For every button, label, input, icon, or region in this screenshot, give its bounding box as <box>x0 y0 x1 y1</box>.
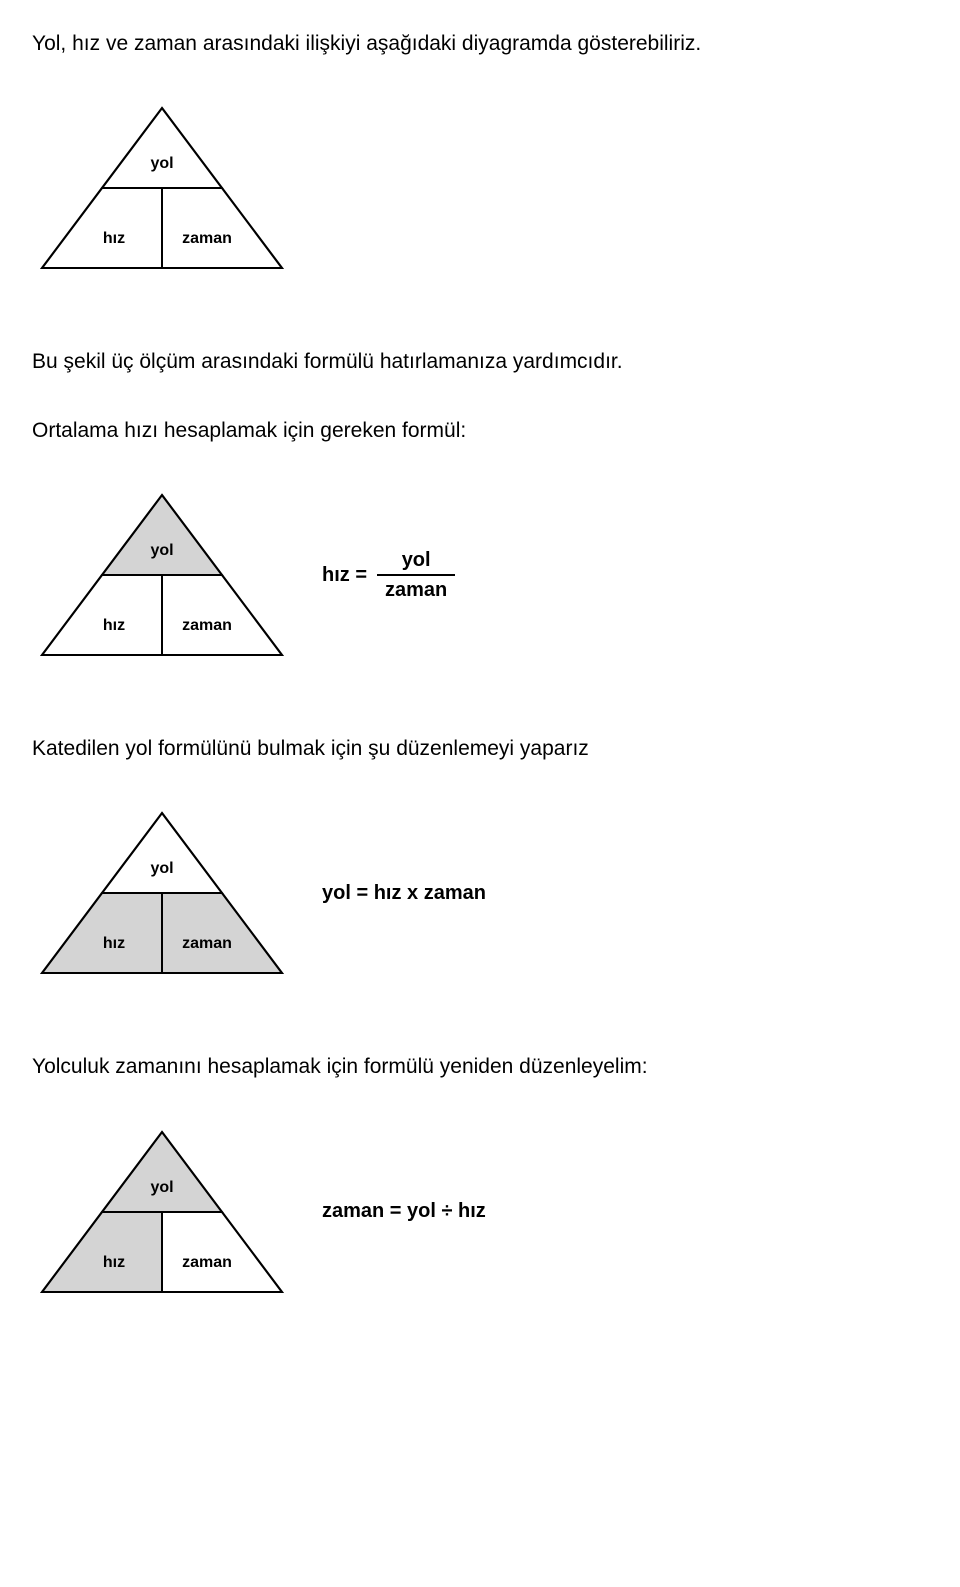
svg-text:zaman: zaman <box>182 230 232 247</box>
formula-time: zaman = yol ÷ hız <box>322 1200 486 1223</box>
triangle-3-section: yol hız zaman yol = hız x zaman <box>32 803 928 983</box>
svg-text:yol: yol <box>150 860 173 877</box>
triangle-distance: yol hız zaman <box>32 803 292 983</box>
svg-text:hız: hız <box>103 935 125 952</box>
formula-speed: hız = yol zaman <box>322 548 455 602</box>
triangle-svg: yol hız zaman <box>32 803 292 983</box>
triangle-svg: yol hız zaman <box>32 98 292 278</box>
triangle-svg: yol hız zaman <box>32 485 292 665</box>
document-page: Yol, hız ve zaman arasındaki ilişkiyi aş… <box>0 0 960 1587</box>
triangle-1-section: yol hız zaman <box>32 98 928 278</box>
svg-text:hız: hız <box>103 1254 125 1271</box>
intro-text: Yol, hız ve zaman arasındaki ilişkiyi aş… <box>32 30 928 58</box>
formula-lhs: hız = <box>322 564 377 587</box>
distance-text: Katedilen yol formülünü bulmak için şu d… <box>32 735 928 763</box>
triangle-2-section: yol hız zaman hız = yol zaman <box>32 485 928 665</box>
avg-speed-text: Ortalama hızı hesaplamak için gereken fo… <box>32 417 928 445</box>
svg-text:zaman: zaman <box>182 1254 232 1271</box>
svg-text:zaman: zaman <box>182 617 232 634</box>
triangle-speed: yol hız zaman <box>32 485 292 665</box>
formula-numerator: yol <box>394 548 439 574</box>
svg-text:yol: yol <box>150 1179 173 1196</box>
formula-distance: yol = hız x zaman <box>322 882 486 905</box>
svg-text:yol: yol <box>150 155 173 172</box>
formula-denominator: zaman <box>377 574 455 602</box>
svg-text:yol: yol <box>150 542 173 559</box>
helper-text: Bu şekil üç ölçüm arasındaki formülü hat… <box>32 348 928 376</box>
triangle-svg: yol hız zaman <box>32 1122 292 1302</box>
svg-text:hız: hız <box>103 230 125 247</box>
svg-text:hız: hız <box>103 617 125 634</box>
triangle-4-section: yol hız zaman zaman = yol ÷ hız <box>32 1122 928 1302</box>
triangle-basic: yol hız zaman <box>32 98 292 278</box>
svg-text:zaman: zaman <box>182 935 232 952</box>
triangle-time: yol hız zaman <box>32 1122 292 1302</box>
time-text: Yolculuk zamanını hesaplamak için formül… <box>32 1053 928 1081</box>
